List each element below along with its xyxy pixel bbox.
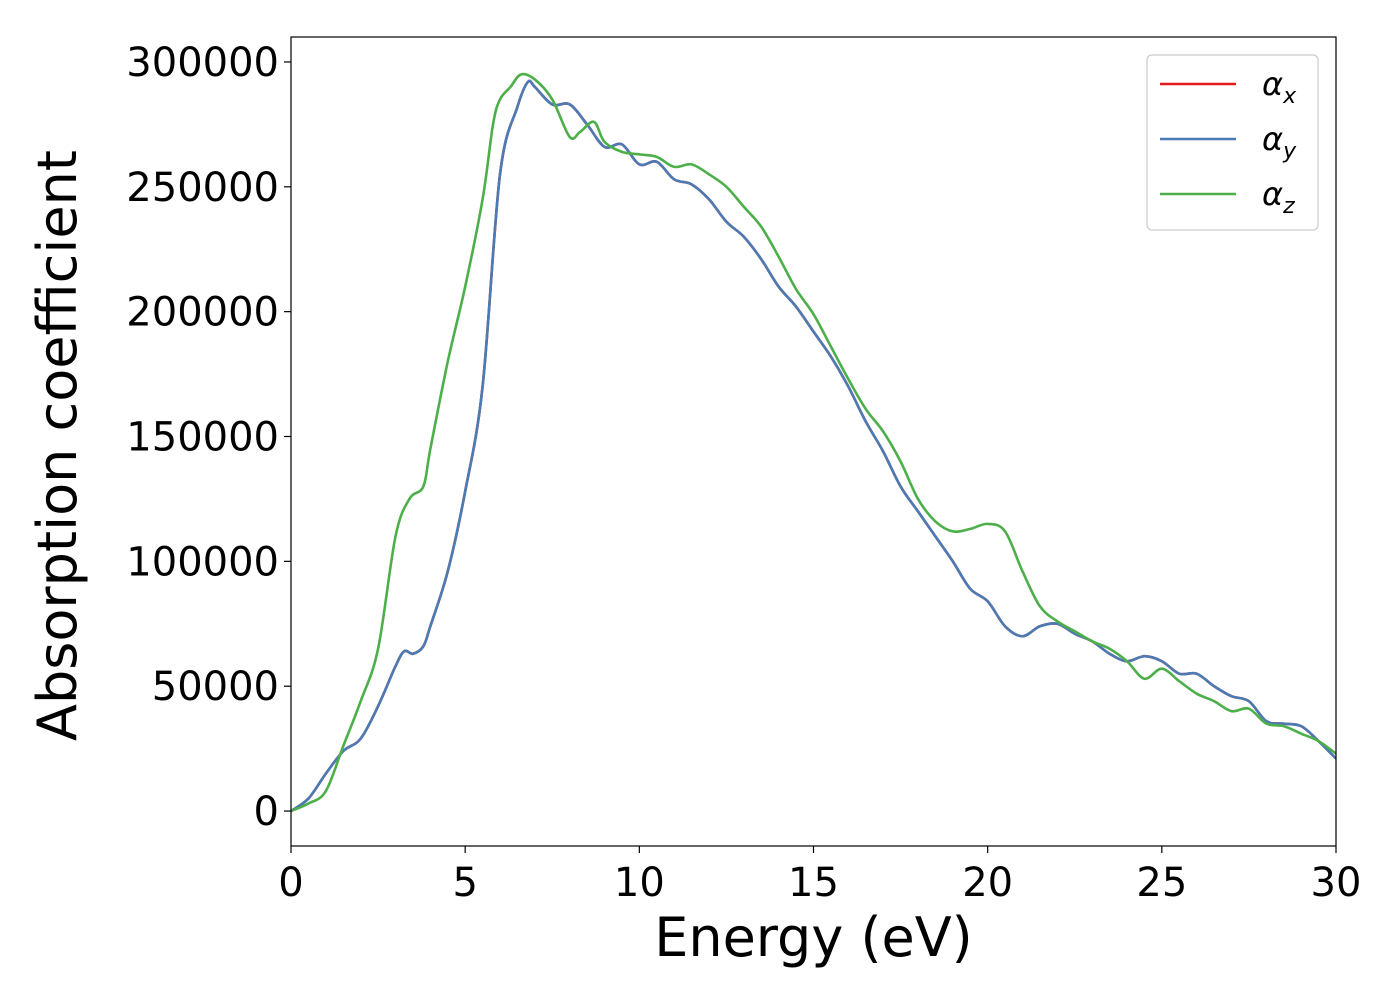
legend-label: αy (1262, 120, 1297, 164)
y-tick-label: 100000 (126, 539, 279, 585)
x-axis-label: Energy (eV) (654, 906, 973, 969)
legend-box (1146, 54, 1319, 231)
y-tick-label: 200000 (126, 290, 279, 336)
x-tick-label: 20 (962, 860, 1013, 906)
legend-label: αx (1262, 65, 1297, 109)
legend: αx αy αz (1146, 54, 1319, 231)
y-axis-label: Absorption coefficient (26, 150, 89, 741)
legend-item-x: αx (1160, 65, 1297, 109)
y-axis-ticks: 0 50000 100000 150000 200000 250000 300000 (126, 40, 291, 835)
x-tick-label: 25 (1136, 860, 1187, 906)
legend-item-z: αz (1160, 175, 1295, 219)
y-tick-label: 0 (254, 789, 279, 835)
y-tick-label: 250000 (126, 165, 279, 211)
x-tick-label: 5 (452, 860, 477, 906)
x-tick-label: 15 (788, 860, 839, 906)
legend-label: αz (1262, 175, 1295, 219)
series-line-z (291, 72, 1336, 813)
y-tick-label: 50000 (152, 664, 279, 710)
series-line-y (291, 79, 1336, 813)
y-tick-label: 300000 (126, 40, 279, 86)
x-tick-label: 30 (1311, 860, 1362, 906)
x-tick-label: 0 (278, 860, 303, 906)
series-layer (291, 72, 1336, 813)
x-tick-label: 10 (614, 860, 665, 906)
legend-item-y: αy (1160, 120, 1297, 164)
x-axis-ticks: 0 5 10 15 20 25 30 (278, 846, 1361, 906)
y-tick-label: 150000 (126, 415, 279, 461)
